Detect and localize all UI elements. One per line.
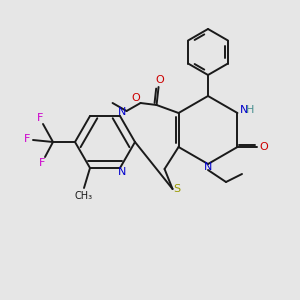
Text: O: O bbox=[155, 75, 164, 85]
Text: H: H bbox=[246, 105, 255, 115]
Text: CH₃: CH₃ bbox=[75, 191, 93, 201]
Text: F: F bbox=[39, 158, 45, 168]
Text: N: N bbox=[204, 162, 212, 172]
Text: S: S bbox=[173, 184, 180, 194]
Text: N: N bbox=[240, 105, 249, 115]
Text: O: O bbox=[131, 93, 140, 103]
Text: N: N bbox=[118, 167, 126, 177]
Text: F: F bbox=[37, 113, 43, 123]
Text: O: O bbox=[259, 142, 268, 152]
Text: F: F bbox=[24, 134, 30, 144]
Text: N: N bbox=[118, 107, 126, 117]
